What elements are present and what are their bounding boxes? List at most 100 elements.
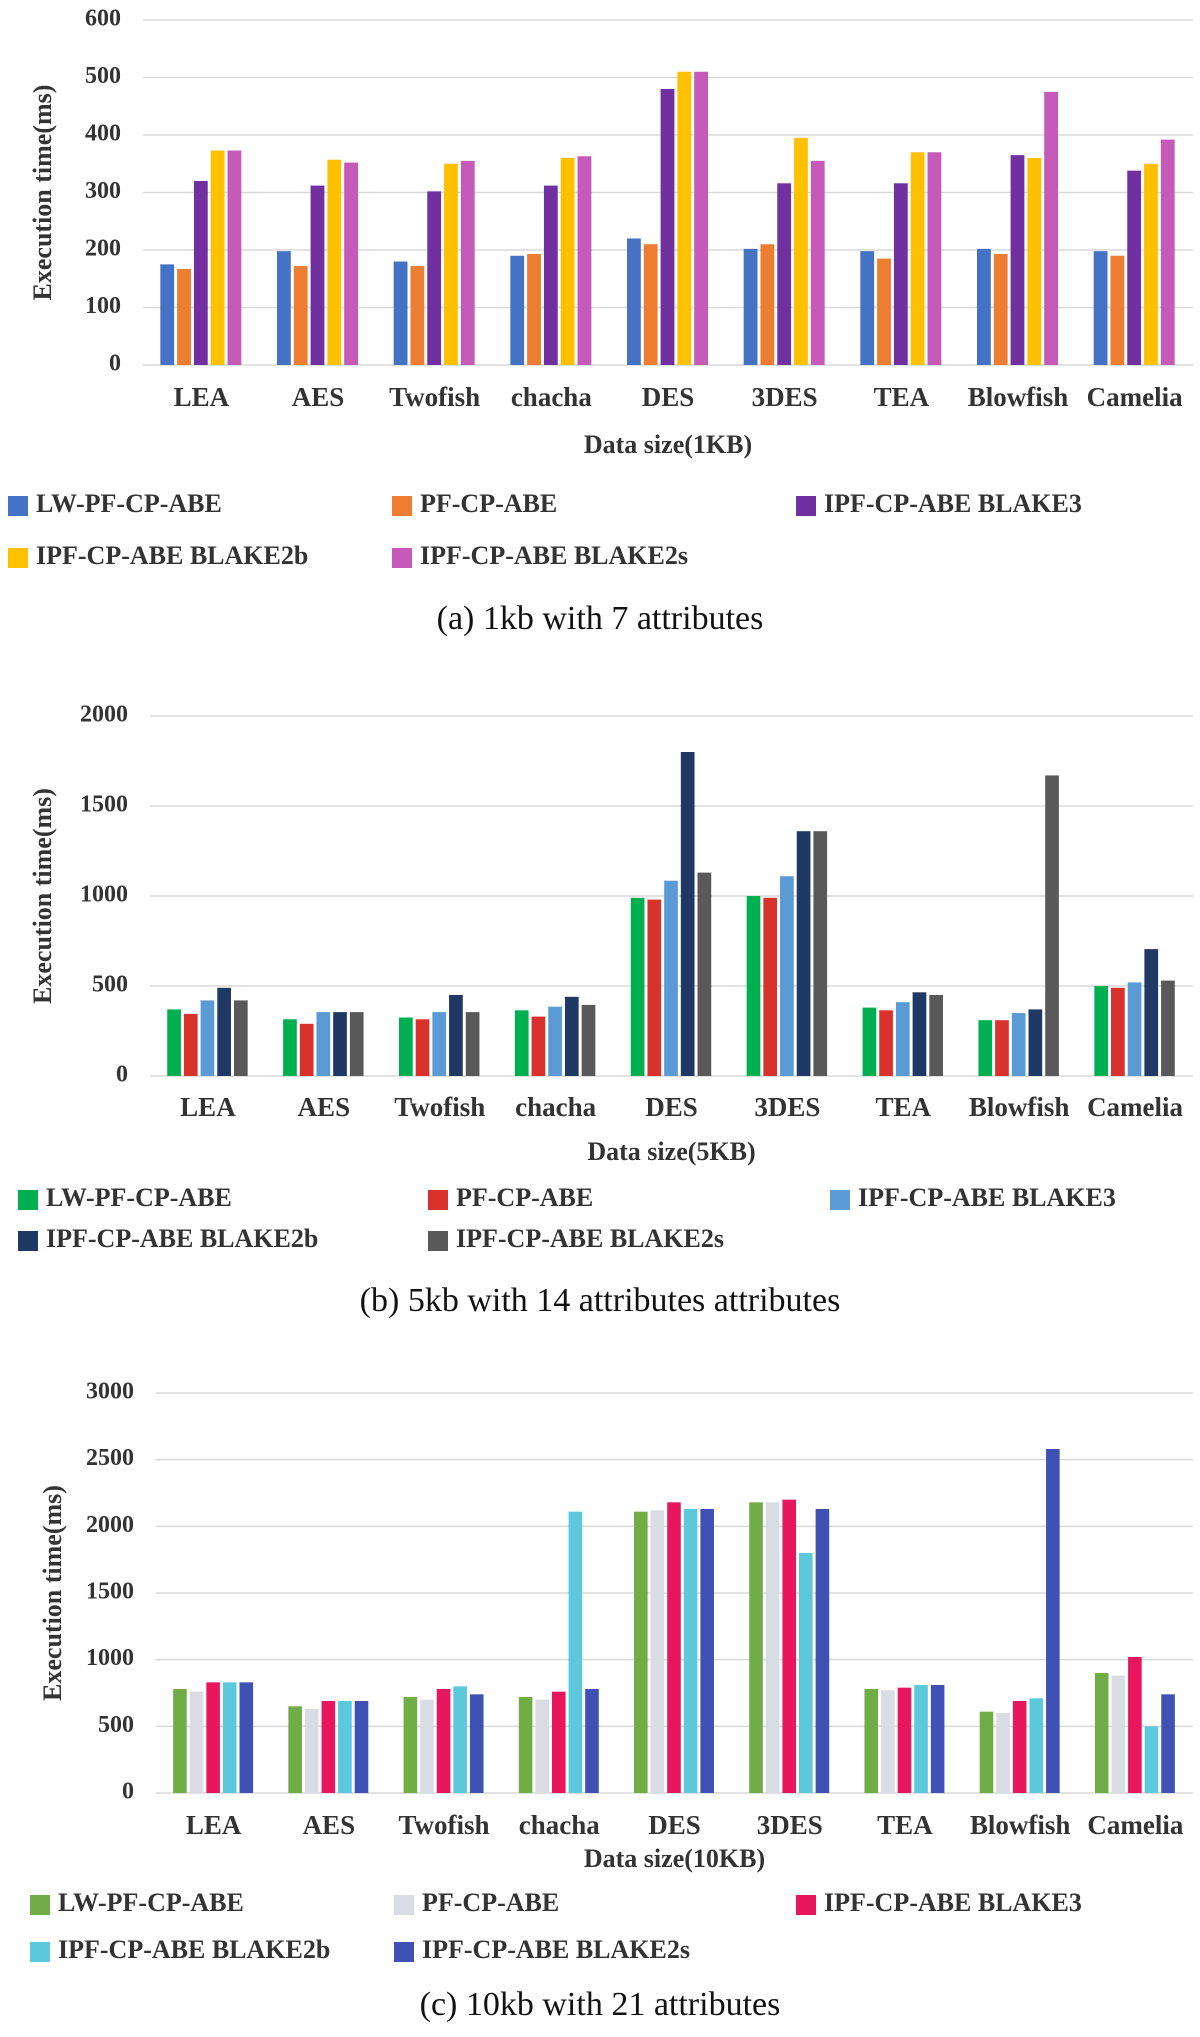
bar bbox=[206, 1682, 220, 1793]
legend-swatch bbox=[796, 496, 816, 516]
y-tick-label: 3000 bbox=[86, 1379, 134, 1405]
bar bbox=[564, 996, 579, 1076]
bar bbox=[799, 1553, 813, 1793]
y-tick-label: 1000 bbox=[80, 882, 128, 908]
bar bbox=[1029, 1698, 1044, 1793]
bar bbox=[815, 1509, 830, 1793]
bar bbox=[910, 152, 925, 365]
bar bbox=[449, 995, 463, 1076]
bar bbox=[1128, 1657, 1142, 1793]
bar bbox=[743, 248, 758, 365]
x-tick-label: DES bbox=[642, 382, 695, 412]
bar bbox=[167, 1009, 181, 1076]
x-tick-label: LEA bbox=[174, 382, 230, 412]
y-axis-title: Execution time(ms) bbox=[28, 788, 57, 1004]
bar bbox=[864, 1689, 879, 1793]
bar bbox=[1127, 170, 1142, 365]
bar bbox=[535, 1699, 549, 1793]
legend-swatch bbox=[428, 1231, 448, 1251]
bar bbox=[996, 1713, 1010, 1793]
bar bbox=[995, 1020, 1009, 1076]
legend-label: IPF-CP-ABE BLAKE2b bbox=[36, 541, 308, 570]
x-tick-label: 3DES bbox=[752, 382, 818, 412]
bar bbox=[160, 264, 175, 365]
bar bbox=[222, 1682, 237, 1793]
x-tick-label: AES bbox=[303, 1810, 356, 1840]
x-tick-label: Camelia bbox=[1087, 382, 1183, 412]
bar bbox=[277, 251, 291, 365]
x-tick-label: chacha bbox=[515, 1092, 597, 1122]
bar bbox=[354, 1701, 369, 1793]
bar bbox=[293, 266, 308, 365]
legend-swatch bbox=[830, 1190, 850, 1210]
legend-swatch bbox=[18, 1190, 38, 1210]
bar bbox=[288, 1706, 302, 1793]
bar bbox=[432, 1012, 447, 1076]
y-tick-label: 300 bbox=[85, 178, 121, 204]
legend-swatch bbox=[30, 1895, 50, 1915]
bar bbox=[193, 181, 208, 365]
x-tick-label: Twofish bbox=[394, 1092, 485, 1122]
bar bbox=[697, 872, 712, 1076]
bar bbox=[316, 1012, 331, 1076]
legend-swatch bbox=[394, 1895, 414, 1915]
x-tick-label: AES bbox=[298, 1092, 351, 1122]
bar bbox=[777, 183, 792, 365]
bar bbox=[650, 1510, 665, 1793]
legend-label: IPF-CP-ABE BLAKE2s bbox=[456, 1224, 724, 1253]
bar bbox=[680, 752, 695, 1076]
bar bbox=[1144, 949, 1159, 1076]
y-axis-title: Execution time(ms) bbox=[38, 1485, 67, 1701]
legend-swatch bbox=[30, 1942, 50, 1962]
bar bbox=[1094, 1673, 1109, 1793]
x-tick-label: DES bbox=[645, 1092, 698, 1122]
bar bbox=[514, 1010, 529, 1076]
bar bbox=[420, 1699, 434, 1793]
legend-label: IPF-CP-ABE BLAKE3 bbox=[858, 1183, 1116, 1212]
bar bbox=[782, 1499, 797, 1793]
bar bbox=[746, 896, 761, 1076]
bar bbox=[1161, 1694, 1175, 1793]
y-tick-label: 0 bbox=[116, 1062, 128, 1088]
bar bbox=[794, 137, 808, 365]
bar bbox=[344, 162, 358, 365]
x-tick-label: Blowfish bbox=[970, 1810, 1071, 1840]
bar bbox=[1093, 251, 1108, 365]
legend-swatch bbox=[428, 1190, 448, 1210]
y-tick-label: 0 bbox=[109, 351, 121, 377]
x-tick-label: TEA bbox=[876, 1092, 932, 1122]
legend-label: IPF-CP-ABE BLAKE2b bbox=[46, 1224, 318, 1253]
bar bbox=[393, 261, 408, 365]
x-tick-label: 3DES bbox=[754, 1092, 820, 1122]
bar bbox=[694, 71, 708, 365]
bar bbox=[929, 995, 943, 1076]
bar bbox=[630, 897, 645, 1076]
bar bbox=[1144, 1726, 1159, 1793]
bar bbox=[283, 1019, 297, 1076]
bar bbox=[647, 899, 662, 1076]
x-tick-label: Twofish bbox=[389, 382, 480, 412]
y-tick-label: 600 bbox=[85, 6, 121, 32]
legend-label: PF-CP-ABE bbox=[420, 489, 557, 518]
bar bbox=[460, 160, 475, 365]
bar bbox=[912, 992, 927, 1076]
bar bbox=[210, 150, 225, 365]
x-tick-label: chacha bbox=[511, 382, 593, 412]
bar bbox=[453, 1686, 467, 1793]
bar bbox=[1111, 987, 1125, 1076]
legend-label: IPF-CP-ABE BLAKE2s bbox=[422, 1935, 690, 1964]
bar bbox=[1010, 155, 1025, 365]
bar bbox=[333, 1012, 347, 1076]
bar bbox=[877, 258, 891, 365]
bar bbox=[1046, 1449, 1060, 1793]
legend-label: LW-PF-CP-ABE bbox=[46, 1183, 232, 1212]
bar bbox=[560, 158, 575, 365]
x-tick-label: chacha bbox=[519, 1810, 601, 1840]
legend-swatch bbox=[8, 548, 28, 568]
x-tick-label: TEA bbox=[874, 382, 930, 412]
bar bbox=[233, 1000, 248, 1076]
bar bbox=[897, 1687, 912, 1793]
bar bbox=[1045, 775, 1059, 1076]
bar bbox=[321, 1701, 336, 1793]
